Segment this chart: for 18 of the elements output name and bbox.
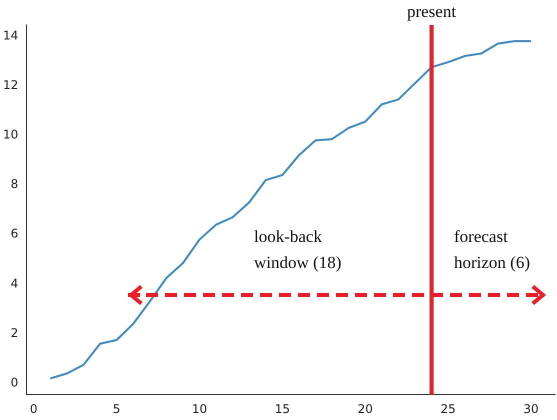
y-tick-label: 2	[10, 326, 18, 340]
y-tick-label: 10	[2, 128, 18, 142]
annotation: look-back window (18)	[254, 227, 342, 272]
y-tick-label: 12	[2, 78, 18, 92]
x-tick-label: 15	[274, 402, 290, 416]
x-tick-label: 25	[440, 402, 456, 416]
y-tick-label: 6	[10, 226, 18, 241]
x-tick-label: 30	[523, 402, 539, 416]
y-tick-label: 4	[10, 276, 18, 290]
y-tick-label: 14	[2, 28, 18, 42]
x-tick-label: 10	[192, 402, 208, 416]
x-tick-label: 20	[358, 402, 373, 416]
y-tick-label: 0	[10, 376, 18, 390]
ref-line-label: present	[406, 2, 456, 21]
y-tick-label: 8	[10, 177, 18, 192]
annotation: forecast horizon (6)	[454, 227, 530, 272]
x-tick-label: 5	[112, 402, 120, 416]
x-tick-label: 0	[30, 402, 38, 416]
